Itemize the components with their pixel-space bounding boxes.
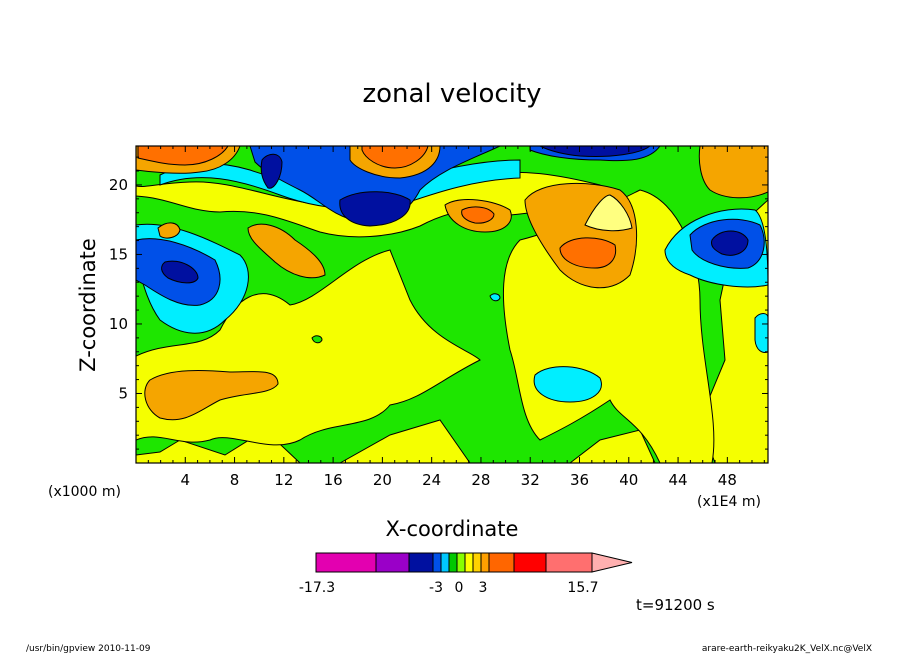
x-unit-right: (x1E4 m): [697, 494, 761, 510]
orange-bottom-left: [144, 369, 279, 421]
x-tick-label: 20: [373, 471, 392, 489]
lightyellow-right: [584, 194, 633, 232]
footer-left: /usr/bin/gpview 2010-11-09: [26, 644, 151, 654]
cb-label-pos: 3: [479, 580, 488, 596]
green-small-blob-1: [311, 335, 323, 344]
colorbar-swatch: [488, 552, 515, 573]
colorbar-swatch: [480, 552, 490, 573]
y-tick-label: 10: [109, 315, 128, 333]
cyan-lower-blob: [533, 366, 602, 403]
x-tick-label: 40: [619, 471, 638, 489]
chart-title: zonal velocity: [362, 79, 541, 109]
time-label: t=91200 s: [636, 596, 715, 614]
colorbar-swatch: [448, 552, 458, 573]
colorbar-swatch: [456, 552, 466, 573]
y-tick-label: 20: [109, 176, 128, 194]
colorbar-swatch: [472, 552, 482, 573]
footer-right: arare-earth-reikyaku2K_VelX.nc@VelX: [702, 644, 872, 654]
darkblue-right: [711, 230, 749, 256]
contour-field: [136, 146, 768, 463]
orange-top-right: [698, 146, 768, 199]
orange-mid-left: [247, 223, 326, 279]
x-tick-label: 28: [471, 471, 490, 489]
y-axis-label: Z-coordinate: [76, 238, 100, 372]
darkorange-top-center: [361, 146, 429, 169]
x-axis: 4 8 12 16 20 24 28 32 36 40 44 48: [147, 146, 765, 489]
y-tick-label: 5: [118, 384, 128, 402]
colorbar-swatch: [440, 552, 450, 573]
x-tick-label: 4: [181, 471, 191, 489]
colorbar-swatch: [513, 552, 547, 573]
x-tick-label: 16: [324, 471, 343, 489]
cyan-edge-blob: [754, 313, 768, 353]
cyan-upper-band: [159, 159, 521, 210]
darkorange-right-center: [559, 237, 617, 269]
darkblue-left: [161, 260, 199, 284]
plot-frame: [135, 145, 769, 464]
colorbar: [315, 552, 633, 573]
colorbar-swatch: [408, 552, 434, 573]
darkorange-top-left: [137, 146, 229, 166]
x-tick-label: 24: [422, 471, 441, 489]
x-tick-label: 44: [669, 471, 688, 489]
x-tick-label: 8: [230, 471, 240, 489]
y-axis: 5 10 15 20: [109, 156, 768, 450]
x-unit-left: (x1000 m): [48, 484, 121, 500]
cb-label-zero: 0: [455, 580, 464, 596]
darkorange-mid-center: [461, 206, 495, 224]
orange-small-left: [157, 222, 181, 239]
colorbar-swatch: [315, 552, 377, 573]
cyan-small-blob: [489, 293, 501, 302]
cb-label-min: -17.3: [299, 580, 335, 596]
x-tick-label: 32: [521, 471, 540, 489]
colorbar-swatch: [375, 552, 410, 573]
darkblue-top-center: [339, 191, 411, 227]
colorbar-swatch: [545, 552, 593, 573]
y-tick-label: 15: [109, 245, 128, 263]
cb-label-neg: -3: [429, 580, 443, 596]
darkblue-top-small: [260, 153, 283, 189]
x-tick-label: 48: [718, 471, 737, 489]
x-tick-label: 36: [570, 471, 589, 489]
colorbar-arrow: [591, 552, 633, 573]
x-tick-label: 12: [274, 471, 293, 489]
x-axis-label: X-coordinate: [386, 517, 519, 541]
cb-label-max: 15.7: [567, 580, 598, 596]
colorbar-swatch: [432, 552, 442, 573]
colorbar-swatch: [464, 552, 474, 573]
